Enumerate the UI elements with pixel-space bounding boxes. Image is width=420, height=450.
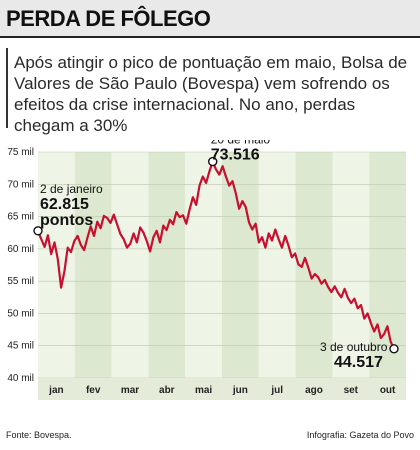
x-tick-label-abr: abr <box>159 385 175 396</box>
y-tick-label: 45 mil <box>7 341 34 352</box>
month-band-abr <box>148 152 186 378</box>
annotation-marker <box>389 344 399 354</box>
month-band-set <box>332 152 370 378</box>
y-tick-label: 60 mil <box>7 244 34 255</box>
subtitle-accent-rule <box>6 48 8 128</box>
x-tick-label-set: set <box>344 385 359 396</box>
bovespa-line-chart: 40 mil 45 mil 50 mil 55 mil 60 mil 65 mil 70 m… <box>7 140 406 400</box>
month-band-jun <box>222 152 259 378</box>
x-tick-label-out: out <box>380 385 396 396</box>
annotation-marker <box>33 226 43 236</box>
y-tick-label: 50 mil <box>7 308 34 319</box>
x-tick-label-jan: jan <box>48 385 63 396</box>
bovespa-series-line <box>36 160 395 350</box>
header-bar: PERDA DE FÔLEGO <box>0 0 420 38</box>
chart-subtitle: Após atingir o pico de pontuação em maio… <box>14 53 408 135</box>
x-tick-label-ago: ago <box>305 385 323 396</box>
x-tick-label-fev: fev <box>86 385 101 396</box>
x-tick-label-jun: jun <box>232 385 248 396</box>
month-band-jan <box>38 152 75 378</box>
x-axis-strip <box>38 378 406 400</box>
y-tick-label: 55 mil <box>7 276 34 287</box>
credit-note: Infografia: Gazeta do Povo <box>306 430 414 440</box>
y-tick-label: 70 mil <box>7 179 34 190</box>
annotation-value: 73.516 <box>211 147 260 164</box>
annotation-marker <box>208 156 218 167</box>
x-tick-label-jul: jul <box>270 385 283 396</box>
annotation-label: 3 de outubro <box>320 340 388 354</box>
annotation-label: 2 de janeiro <box>40 182 103 196</box>
y-tick-label: 75 mil <box>7 147 34 158</box>
chart-title: PERDA DE FÔLEGO <box>6 6 211 31</box>
month-band-mai <box>185 152 222 378</box>
x-tick-label-mai: mai <box>195 385 212 396</box>
annotation-value: 62.815 <box>40 196 89 213</box>
annotation-value: 44.517 <box>334 354 383 371</box>
month-band-out <box>369 152 406 378</box>
x-tick-label-mar: mar <box>121 385 139 396</box>
source-note: Fonte: Bovespa. <box>6 430 72 440</box>
month-band-fev <box>74 152 112 378</box>
month-band-jul <box>258 152 296 378</box>
y-tick-label: 65 mil <box>7 212 34 223</box>
annotation-label: 20 de maio <box>211 140 271 147</box>
y-tick-label: 40 mil <box>7 373 34 384</box>
annotation-unit: pontos <box>40 212 93 229</box>
month-band-mar <box>111 152 149 378</box>
